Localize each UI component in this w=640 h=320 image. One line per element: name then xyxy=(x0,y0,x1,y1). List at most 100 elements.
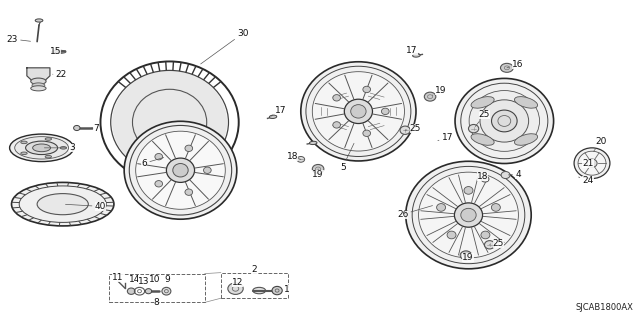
Ellipse shape xyxy=(31,78,46,84)
Ellipse shape xyxy=(37,194,88,215)
Text: 25: 25 xyxy=(476,110,490,126)
Text: 3: 3 xyxy=(44,143,75,152)
Text: 25: 25 xyxy=(490,239,504,248)
Ellipse shape xyxy=(500,63,513,72)
Ellipse shape xyxy=(60,147,67,149)
Text: 21: 21 xyxy=(582,159,594,168)
Ellipse shape xyxy=(515,97,538,108)
Polygon shape xyxy=(27,68,50,81)
Text: 18: 18 xyxy=(287,152,301,161)
Ellipse shape xyxy=(436,204,445,211)
Ellipse shape xyxy=(481,176,489,182)
Ellipse shape xyxy=(129,125,232,215)
Ellipse shape xyxy=(460,251,472,260)
Ellipse shape xyxy=(32,83,45,88)
Ellipse shape xyxy=(297,156,305,162)
Ellipse shape xyxy=(124,121,237,219)
Text: 19: 19 xyxy=(433,86,447,95)
Text: 17: 17 xyxy=(438,133,453,142)
Ellipse shape xyxy=(10,134,74,162)
Text: 6: 6 xyxy=(141,157,164,168)
Ellipse shape xyxy=(578,151,606,175)
Ellipse shape xyxy=(492,204,500,211)
Ellipse shape xyxy=(19,186,106,222)
Ellipse shape xyxy=(301,62,416,161)
Ellipse shape xyxy=(155,180,163,187)
Ellipse shape xyxy=(35,19,43,22)
Text: 40: 40 xyxy=(65,202,106,211)
Text: 13: 13 xyxy=(138,277,149,286)
Ellipse shape xyxy=(363,130,371,136)
Ellipse shape xyxy=(480,100,529,142)
Ellipse shape xyxy=(447,231,456,239)
Text: 16: 16 xyxy=(507,60,524,68)
Ellipse shape xyxy=(12,182,114,226)
Ellipse shape xyxy=(481,231,490,239)
Text: 4: 4 xyxy=(508,170,521,179)
Ellipse shape xyxy=(351,105,366,118)
Text: 5: 5 xyxy=(340,143,354,172)
Ellipse shape xyxy=(312,164,324,173)
Text: 12: 12 xyxy=(232,278,243,287)
Text: 19: 19 xyxy=(462,253,474,262)
Ellipse shape xyxy=(306,66,411,156)
Ellipse shape xyxy=(52,50,66,53)
Text: SJCAB1800AX: SJCAB1800AX xyxy=(576,303,634,312)
Ellipse shape xyxy=(173,164,188,177)
Ellipse shape xyxy=(363,86,371,93)
Ellipse shape xyxy=(464,187,473,194)
Ellipse shape xyxy=(166,158,195,182)
Ellipse shape xyxy=(26,141,58,155)
Ellipse shape xyxy=(400,126,410,134)
Text: 11: 11 xyxy=(112,273,124,282)
Ellipse shape xyxy=(412,166,525,264)
Text: 9: 9 xyxy=(164,275,170,284)
Ellipse shape xyxy=(484,241,495,249)
Ellipse shape xyxy=(312,72,404,151)
Ellipse shape xyxy=(74,125,80,131)
Ellipse shape xyxy=(333,122,340,128)
Ellipse shape xyxy=(471,134,494,145)
Ellipse shape xyxy=(253,287,266,294)
Text: 17: 17 xyxy=(271,106,287,116)
Ellipse shape xyxy=(45,156,52,158)
Text: 10: 10 xyxy=(149,275,161,284)
Ellipse shape xyxy=(471,97,494,108)
Ellipse shape xyxy=(20,141,27,144)
Text: 17: 17 xyxy=(406,46,419,55)
Ellipse shape xyxy=(45,138,52,140)
Ellipse shape xyxy=(185,145,193,152)
Ellipse shape xyxy=(587,159,597,167)
Ellipse shape xyxy=(162,287,171,295)
Ellipse shape xyxy=(455,78,554,164)
Bar xyxy=(221,273,288,298)
Text: 22: 22 xyxy=(52,70,67,79)
Ellipse shape xyxy=(136,131,225,209)
Ellipse shape xyxy=(492,110,517,132)
Ellipse shape xyxy=(185,189,193,195)
Text: 26: 26 xyxy=(397,205,433,219)
Text: 2: 2 xyxy=(251,265,257,274)
Ellipse shape xyxy=(333,95,340,101)
Ellipse shape xyxy=(406,161,531,269)
Ellipse shape xyxy=(461,83,548,159)
Ellipse shape xyxy=(33,144,51,152)
Text: 30: 30 xyxy=(201,29,248,64)
Ellipse shape xyxy=(272,286,282,295)
Ellipse shape xyxy=(461,208,476,222)
Ellipse shape xyxy=(344,99,372,124)
Ellipse shape xyxy=(424,92,436,101)
Text: 24: 24 xyxy=(579,176,594,185)
Text: 19: 19 xyxy=(312,169,324,179)
Text: 7: 7 xyxy=(92,124,99,132)
Text: 8: 8 xyxy=(154,298,159,307)
Ellipse shape xyxy=(454,203,483,227)
Ellipse shape xyxy=(381,108,389,115)
Ellipse shape xyxy=(469,91,540,151)
Ellipse shape xyxy=(31,86,46,91)
Ellipse shape xyxy=(204,167,211,173)
Ellipse shape xyxy=(419,172,518,258)
Ellipse shape xyxy=(145,289,152,294)
Ellipse shape xyxy=(574,148,610,179)
Ellipse shape xyxy=(15,137,68,159)
